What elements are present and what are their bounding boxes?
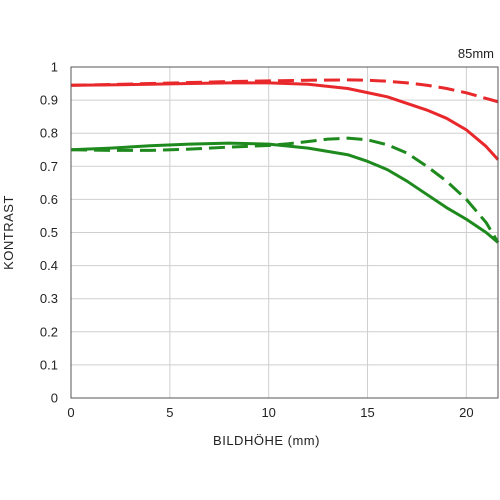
x-tick-label: 20 [459,405,473,420]
grid-lines [70,66,498,399]
focal-length-label: 85mm [458,46,494,61]
green-solid-series-line [70,141,499,244]
y-tick-label: 0.3 [40,291,58,306]
x-tick-label: 10 [261,405,275,420]
y-tick-label: 0.6 [40,192,58,207]
y-tick-label: 0 [51,391,58,406]
x-tick-label: 5 [166,405,173,420]
data-series [70,78,500,244]
plot-frame [70,66,499,399]
y-tick-label: 0.2 [40,324,58,339]
y-tick-label: 1 [51,60,58,75]
y-axis-title: KONTRAST [1,195,16,270]
x-axis-title: BILDHÖHE (mm) [213,433,320,448]
y-tick-label: 0.7 [40,159,58,174]
y-tick-label: 0.1 [40,357,58,372]
x-tick-labels: 0 5 10 15 20 [67,405,473,420]
red-solid-series-line [70,81,500,161]
green-dashed-series-line [70,136,500,244]
y-tick-label: 0.9 [40,93,58,108]
y-tick-label: 0.4 [40,258,58,273]
red-dashed-series-line [70,78,499,104]
y-tick-labels: 0 0.1 0.2 0.3 0.4 0.5 0.6 0.7 0.8 0.9 1 [40,60,58,406]
y-tick-label: 0.5 [40,225,58,240]
x-tick-label: 0 [67,405,74,420]
x-tick-label: 15 [360,405,374,420]
y-tick-label: 0.8 [40,126,58,141]
